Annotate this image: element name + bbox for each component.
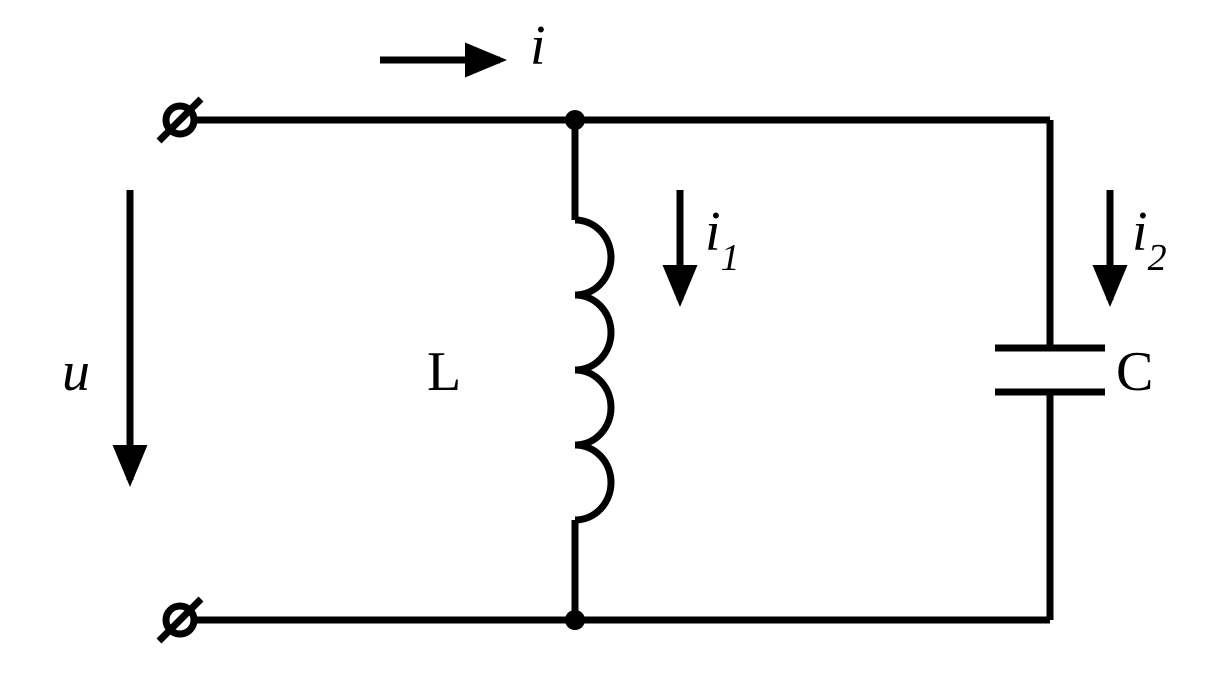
label-voltage-in: u [62,340,90,404]
label-current-capacitor: i2 [1132,200,1167,272]
label-current-inductor: i1 [705,200,740,272]
circuit-diagram [0,0,1210,696]
label-inductor: L [427,340,461,404]
label-capacitor: C [1116,340,1153,404]
label-current-in: i [530,14,546,78]
